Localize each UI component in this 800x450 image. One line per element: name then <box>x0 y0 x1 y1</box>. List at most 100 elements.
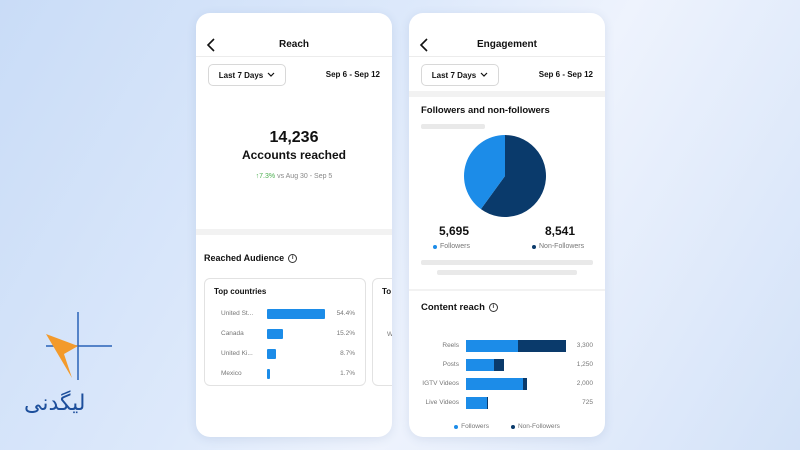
non-followers-segment <box>487 397 488 409</box>
content-reach-row: Live Videos 725 <box>409 397 605 410</box>
country-name: Canada <box>221 330 244 337</box>
reach-summary: 14,236 Accounts reached ↑7.3% vs Aug 30 … <box>196 91 392 229</box>
content-type-label: Live Videos <box>425 399 460 406</box>
top-countries-card[interactable]: Top countries United St... 54.4% Canada 15.… <box>204 278 366 386</box>
reach-screen: Reach Last 7 Days Sep 6 - Sep 12 14,236 … <box>196 13 392 437</box>
delta-text: vs Aug 30 - Sep 5 <box>275 173 333 180</box>
date-range-text: Sep 6 - Sep 12 <box>538 70 593 79</box>
non-followers-segment <box>517 340 566 352</box>
next-card-peek[interactable]: To W <box>372 278 392 386</box>
back-arrow-icon[interactable] <box>204 37 220 53</box>
top-countries-title: Top countries <box>214 287 267 296</box>
info-icon[interactable]: i <box>288 253 298 263</box>
country-row: Mexico 1.7% <box>205 368 365 380</box>
engagement-screen: Engagement Last 7 Days Sep 6 - Sep 12 Fo… <box>409 13 605 437</box>
non-followers-segment <box>494 359 504 371</box>
content-reach-value: 2,000 <box>576 380 593 387</box>
legend-label: Non-Followers <box>517 423 560 430</box>
country-name: United Ki... <box>221 350 253 357</box>
country-bar <box>267 329 284 339</box>
content-reach-row: Reels 3,300 <box>409 340 605 353</box>
content-reach-bar <box>466 397 488 409</box>
section-divider <box>409 289 605 291</box>
legend-followers: Followers <box>454 423 489 430</box>
placeholder-line <box>421 260 593 265</box>
country-row: United Ki... 8.7% <box>205 348 365 360</box>
placeholder-line <box>437 270 577 275</box>
page-title: Reach <box>278 39 309 50</box>
followers-segment <box>466 340 518 352</box>
content-type-label: Posts <box>442 361 459 368</box>
legend-non-followers: Non-Followers <box>510 423 560 430</box>
legend-label: Followers <box>461 423 489 430</box>
info-icon[interactable]: i <box>488 303 498 312</box>
non-followers-value: 8,541 <box>545 224 576 238</box>
followers-segment <box>466 359 495 371</box>
non-followers-dot <box>532 244 536 249</box>
content-reach-row: Posts 1,250 <box>409 359 605 372</box>
country-percent: 54.4% <box>336 310 355 317</box>
range-row: Last 7 Days Sep 6 - Sep 12 <box>409 57 605 91</box>
chevron-down-icon <box>267 72 275 77</box>
country-name: United St... <box>221 310 254 317</box>
followers-pie-chart <box>464 135 546 217</box>
content-type-label: Reels <box>442 342 459 349</box>
followers-label: Followers <box>440 243 470 250</box>
non-followers-slice <box>480 135 546 217</box>
country-name: Mexico <box>221 370 242 377</box>
reach-header: Reach <box>196 13 392 57</box>
page-title: Engagement <box>476 39 537 50</box>
country-row: United St... 54.4% <box>205 308 365 320</box>
content-reach-bar <box>466 359 504 371</box>
accounts-reached-label: Accounts reached <box>241 148 347 162</box>
content-reach-bar <box>466 378 527 390</box>
country-bar <box>267 349 277 359</box>
country-percent: 1.7% <box>340 370 355 377</box>
content-reach-title: Content reach i <box>421 302 498 313</box>
followers-dot <box>433 244 437 249</box>
country-row: Canada 15.2% <box>205 328 365 340</box>
logo-text: ﻟﯿﮕﺪﻧﯽ <box>24 390 86 416</box>
content-reach-value: 3,300 <box>576 342 593 349</box>
followers-slice <box>464 135 505 210</box>
section-divider <box>196 229 392 235</box>
content-reach-bar <box>466 340 566 352</box>
brand-logo: ﻟﯿﮕﺪﻧﯽ <box>24 312 112 416</box>
peek-row-label: W <box>387 331 392 338</box>
legend-dot <box>510 424 515 429</box>
country-bar <box>267 369 270 379</box>
non-followers-legend: Non-Followers <box>532 243 584 250</box>
content-reach-value: 725 <box>582 399 593 406</box>
non-followers-label: Non-Followers <box>539 243 585 250</box>
section-divider <box>409 91 605 97</box>
followers-legend: Followers <box>433 243 470 250</box>
content-reach-value: 1,250 <box>576 361 593 368</box>
range-row: Last 7 Days Sep 6 - Sep 12 <box>196 57 392 91</box>
content-reach-label: Content reach <box>421 302 485 313</box>
legend-dot <box>454 424 459 429</box>
back-arrow-icon[interactable] <box>417 37 433 53</box>
country-percent: 15.2% <box>336 330 355 337</box>
engagement-header: Engagement <box>409 13 605 57</box>
peek-card-title: To <box>382 287 392 296</box>
delta-value: ↑7.3% <box>255 173 276 180</box>
date-range-text: Sep 6 - Sep 12 <box>325 70 380 79</box>
date-range-label: Last 7 Days <box>218 70 264 80</box>
placeholder-line <box>421 124 485 129</box>
followers-segment <box>466 378 523 390</box>
country-bar <box>267 309 325 319</box>
content-reach-legend: Followers Non-Followers <box>409 423 605 430</box>
date-range-dropdown[interactable]: Last 7 Days <box>421 64 499 86</box>
reach-delta: ↑7.3% vs Aug 30 - Sep 5 <box>196 173 392 180</box>
followers-section-title: Followers and non-followers <box>421 105 550 116</box>
country-percent: 8.7% <box>340 350 355 357</box>
reached-audience-label: Reached Audience <box>204 253 285 263</box>
content-reach-row: IGTV Videos 2,000 <box>409 378 605 391</box>
reached-audience-title: Reached Audience i <box>204 253 298 263</box>
followers-value: 5,695 <box>439 224 470 238</box>
followers-segment <box>466 397 488 409</box>
non-followers-segment <box>522 378 527 390</box>
content-type-label: IGTV Videos <box>422 380 459 387</box>
date-range-label: Last 7 Days <box>431 70 477 80</box>
date-range-dropdown[interactable]: Last 7 Days <box>208 64 286 86</box>
